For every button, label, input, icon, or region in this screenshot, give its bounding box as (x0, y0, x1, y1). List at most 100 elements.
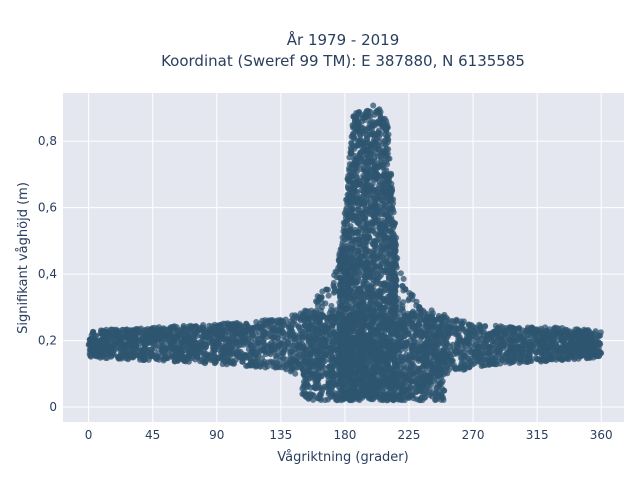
data-point (220, 351, 227, 358)
data-point (325, 292, 332, 299)
data-point (213, 332, 220, 339)
data-point (474, 344, 481, 351)
data-point (373, 189, 380, 196)
data-point (166, 352, 173, 359)
data-point (213, 339, 220, 346)
data-point (377, 280, 383, 287)
data-point (384, 135, 391, 142)
data-point (532, 335, 539, 342)
data-point (354, 189, 361, 195)
data-point (145, 356, 152, 363)
data-point (154, 349, 161, 356)
data-point (388, 190, 395, 197)
data-point (108, 326, 115, 333)
data-point (197, 343, 203, 350)
data-point (133, 339, 140, 346)
data-point (278, 341, 284, 348)
data-point (350, 279, 357, 286)
data-point (287, 318, 294, 325)
data-point (314, 299, 320, 306)
data-point (160, 342, 167, 349)
data-point (262, 361, 269, 367)
data-point (292, 334, 299, 341)
data-point (286, 323, 293, 330)
data-point (330, 279, 337, 286)
data-point (189, 350, 196, 356)
data-point (453, 325, 460, 332)
data-point (360, 233, 367, 240)
data-point (236, 354, 243, 361)
data-point (591, 348, 598, 355)
data-point (389, 306, 396, 313)
data-point (480, 356, 487, 363)
data-point (569, 342, 575, 349)
data-point (554, 325, 561, 332)
data-point (361, 240, 368, 247)
data-point (93, 338, 100, 345)
data-point (205, 355, 212, 362)
data-point (135, 329, 142, 336)
data-point (448, 357, 455, 364)
data-point (244, 329, 251, 336)
data-point (242, 337, 249, 344)
data-point (275, 326, 282, 333)
data-point (510, 348, 517, 355)
data-point (510, 339, 517, 346)
data-point (224, 356, 231, 363)
data-point (388, 228, 395, 235)
data-point (147, 346, 154, 353)
data-point (374, 150, 381, 157)
data-point (109, 350, 116, 357)
data-point (461, 326, 467, 333)
data-point (542, 342, 549, 349)
data-point (519, 337, 526, 344)
data-point (255, 336, 261, 343)
data-point (372, 256, 379, 263)
data-point (338, 301, 345, 308)
data-point (230, 325, 237, 331)
data-point (212, 358, 218, 364)
data-point (349, 124, 356, 131)
data-point (378, 228, 385, 235)
data-point (565, 356, 572, 363)
data-point (453, 330, 460, 337)
data-point (385, 282, 392, 289)
data-point (597, 329, 604, 336)
data-point (543, 357, 549, 364)
data-point (378, 197, 385, 204)
data-point (87, 352, 94, 359)
data-point (361, 291, 368, 298)
data-point (514, 336, 521, 343)
data-point (480, 362, 487, 369)
data-point (399, 305, 406, 312)
data-point (360, 147, 367, 153)
data-point (455, 340, 462, 347)
data-point (558, 350, 565, 357)
data-point (289, 355, 296, 362)
data-point (352, 270, 359, 277)
data-point (558, 335, 565, 342)
data-point (580, 337, 587, 344)
data-point (386, 256, 393, 263)
data-point (543, 333, 550, 340)
data-point (339, 239, 346, 246)
data-point (338, 265, 345, 272)
data-point (249, 349, 256, 356)
data-point (118, 340, 125, 347)
data-point (253, 324, 259, 331)
data-point (358, 253, 365, 260)
data-point (452, 348, 459, 355)
data-point (380, 267, 386, 274)
data-point (289, 365, 296, 372)
data-point (563, 342, 569, 349)
data-point (222, 320, 229, 327)
data-point (593, 340, 600, 347)
data-point (336, 281, 343, 288)
data-point (445, 331, 452, 338)
data-point (389, 275, 396, 282)
data-point (212, 353, 218, 360)
data-point (346, 167, 353, 174)
data-point (271, 333, 278, 340)
data-point (378, 247, 385, 254)
data-point (515, 325, 522, 332)
